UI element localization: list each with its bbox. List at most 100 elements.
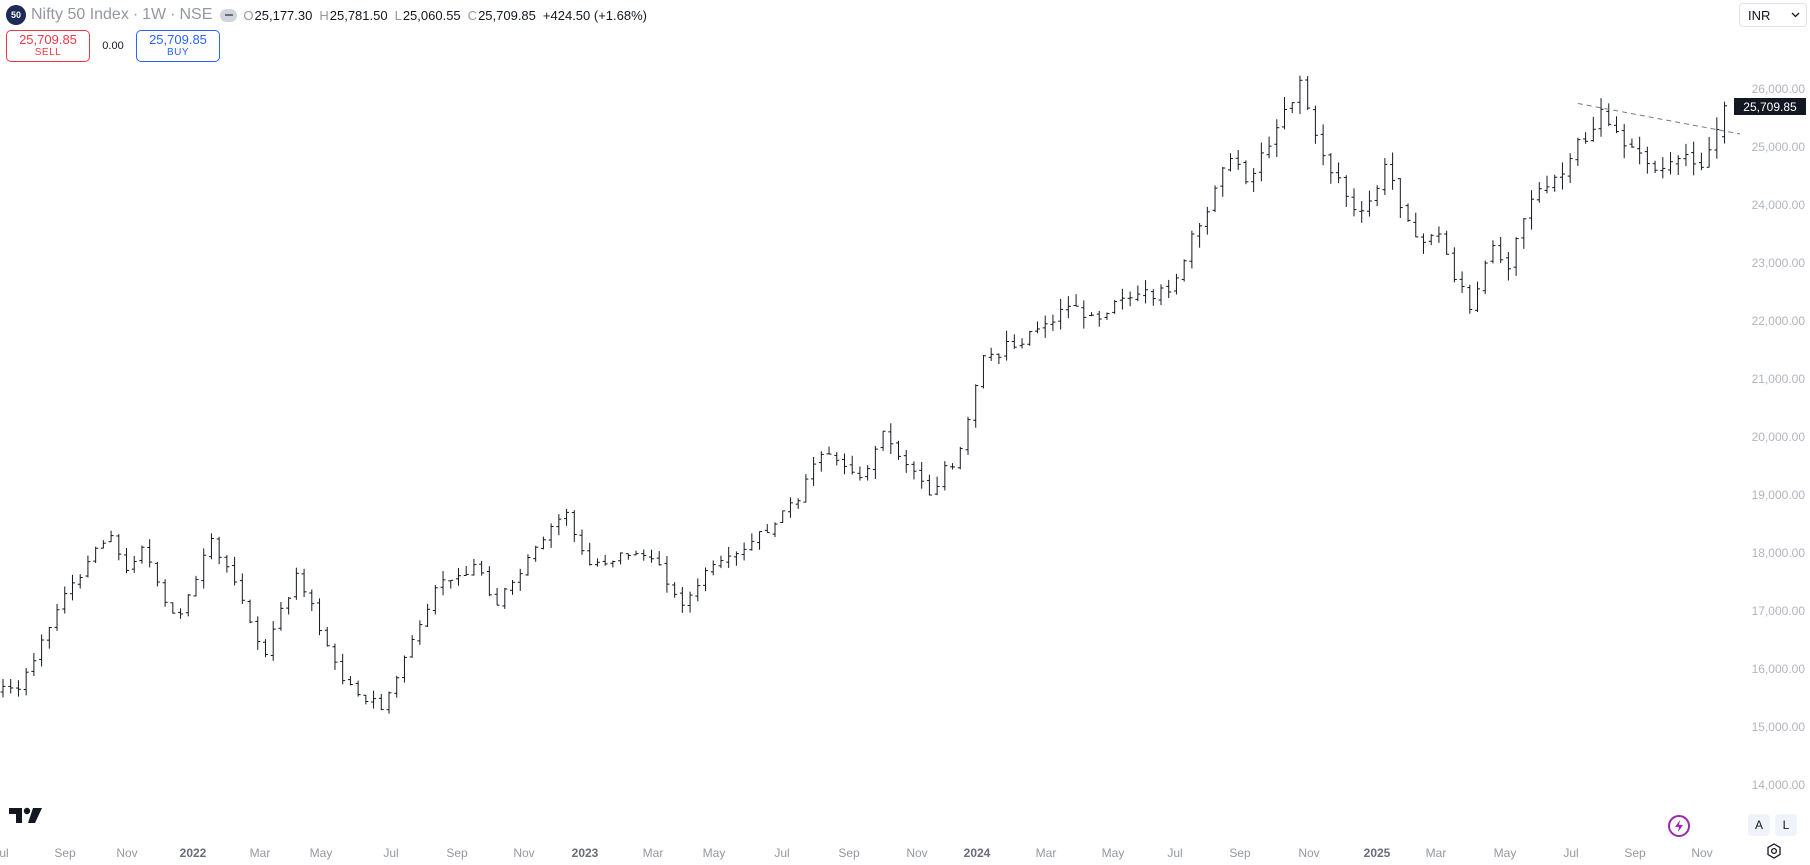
ohlc-bar	[888, 423, 894, 455]
time-axis-label: 2022	[179, 846, 207, 860]
buy-price: 25,709.85	[149, 32, 207, 47]
ohlc-bar	[988, 347, 994, 361]
auto-scale-button[interactable]: A	[1748, 814, 1770, 836]
ohlc-bar	[1459, 271, 1465, 293]
ohlc-bar	[262, 639, 268, 658]
trendline[interactable]	[1577, 103, 1740, 136]
price-scale-label: 15,000.00	[1751, 720, 1805, 734]
ohlc-bar	[1336, 162, 1342, 184]
ohlc-bar	[0, 679, 6, 698]
ohlc-bar	[1475, 281, 1481, 313]
collapse-legend-button[interactable]	[220, 8, 238, 22]
ohlc-bar	[324, 626, 330, 647]
change-value: +424.50 (+1.68%)	[542, 7, 647, 23]
sell-button[interactable]: 25,709.85 SELL	[6, 30, 90, 62]
ohlc-bar	[687, 591, 693, 613]
ohlc-bar	[440, 571, 446, 596]
ohlc-bar	[432, 585, 438, 615]
ohlc-bar	[1320, 124, 1326, 166]
log-scale-button[interactable]: L	[1775, 814, 1797, 836]
price-scale-label: 21,000.00	[1751, 372, 1805, 386]
ohlc-bar	[1258, 142, 1264, 182]
close-value: 25,709.85	[478, 7, 536, 23]
ohlc-bar	[1274, 119, 1280, 158]
ohlc-bar	[1521, 218, 1527, 249]
ohlc-bar	[1644, 146, 1650, 174]
ohlc-bar	[39, 634, 45, 667]
ohlc-bar	[394, 675, 400, 698]
ohlc-bar	[1444, 230, 1450, 255]
symbol-name[interactable]: Nifty 50 Index	[31, 6, 129, 23]
ohlc-bar	[1505, 252, 1511, 281]
ohlc-bar	[463, 566, 469, 577]
ohlc-bar	[278, 602, 284, 631]
ohlc-bar	[1181, 259, 1187, 282]
ohlc-bar	[178, 608, 184, 619]
ohlc-bar	[347, 675, 353, 686]
buy-button[interactable]: 25,709.85 BUY	[136, 30, 220, 62]
low-label: L	[394, 7, 402, 23]
ohlc-bar	[363, 694, 369, 705]
price-scale-label: 14,000.00	[1751, 778, 1805, 792]
ohlc-bar	[1073, 294, 1079, 307]
time-axis-label: Jul	[1167, 846, 1183, 860]
ohlc-bar	[787, 497, 793, 518]
ohlc-bar	[1235, 149, 1241, 170]
ohlc-bar	[517, 568, 523, 591]
ohlc-bar	[926, 474, 932, 496]
ohlc-bar	[1606, 103, 1612, 127]
trade-panel: 25,709.85 SELL 0.00 25,709.85 BUY	[6, 30, 220, 62]
exchange-label: NSE	[179, 6, 213, 23]
ohlc-bar	[965, 416, 971, 455]
time-axis-label: Nov	[906, 846, 928, 860]
lightning-icon[interactable]	[1668, 815, 1690, 837]
tradingview-logo-icon[interactable]	[9, 807, 43, 825]
price-scale-label: 22,000.00	[1751, 314, 1805, 328]
ohlc-bar	[224, 555, 230, 573]
ohlc-bar	[1698, 152, 1704, 171]
ohlc-bar	[340, 653, 346, 685]
ohlc-bar	[185, 594, 191, 617]
ohlc-bar	[386, 691, 392, 714]
gear-icon[interactable]	[1766, 843, 1782, 859]
price-scale-label: 20,000.00	[1751, 430, 1805, 444]
ohlc-bar	[1436, 226, 1442, 243]
time-axis-label: Mar	[1035, 846, 1057, 860]
time-axis-label: Nov	[513, 846, 535, 860]
ohlc-bar	[15, 680, 21, 697]
ohlc-bar	[239, 573, 245, 604]
ohlc-bar	[1081, 300, 1087, 329]
ohlc-bar	[957, 446, 963, 470]
ohlc-bar	[255, 616, 261, 650]
ohlc-bar	[1282, 97, 1288, 130]
ohlc-bar	[1675, 155, 1681, 176]
ohlc-bar	[1289, 102, 1295, 114]
ohlc-bar	[780, 510, 786, 523]
ohlc-bar	[610, 560, 616, 568]
ohlc-bar	[371, 690, 377, 709]
interval-label[interactable]: 1W	[142, 6, 167, 23]
ohlc-bar	[633, 550, 639, 556]
ohlc-bar	[710, 560, 716, 576]
high-value: 25,781.50	[329, 7, 388, 23]
ohlc-bar	[540, 536, 546, 550]
time-axis-label: Sep	[838, 846, 860, 860]
ohlc-bar	[1058, 298, 1064, 330]
ohlc-bar	[1166, 279, 1172, 299]
ohlc-bar	[818, 451, 824, 472]
ohlc-bar	[1297, 75, 1303, 115]
ohlc-bar	[695, 578, 701, 602]
time-axis-label: 2025	[1363, 846, 1391, 860]
ohlc-bar	[1420, 233, 1426, 254]
ohlc-bar	[116, 534, 122, 561]
price-chart[interactable]	[0, 0, 1740, 830]
currency-select[interactable]: INR	[1739, 3, 1807, 27]
price-scale-label: 26,000.00	[1751, 82, 1805, 96]
time-axis-label: Mar	[642, 846, 664, 860]
ohlc-bar	[618, 552, 624, 565]
ohlc-bar	[703, 567, 709, 592]
ohlc-bar	[147, 539, 153, 568]
ohlc-bar	[679, 586, 685, 613]
ohlc-bar	[1405, 203, 1411, 222]
close-label: C	[467, 7, 478, 23]
